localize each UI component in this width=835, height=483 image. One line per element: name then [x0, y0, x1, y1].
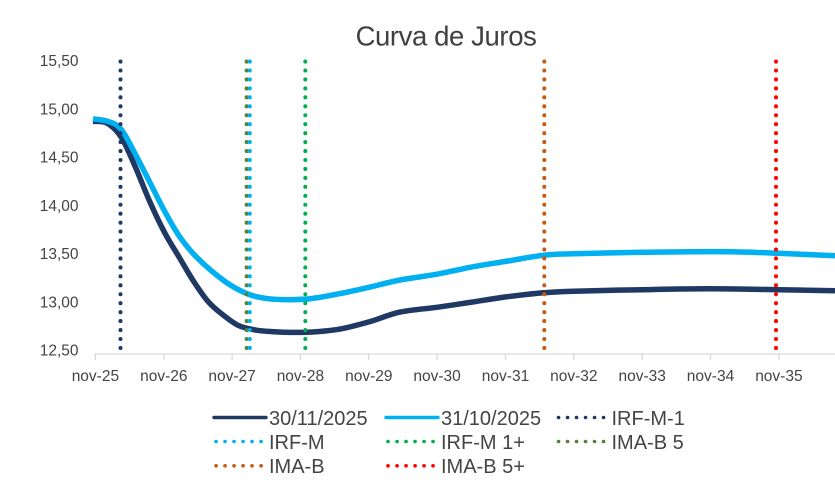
svg-text:14,00: 14,00 — [40, 198, 79, 215]
svg-text:nov-33: nov-33 — [618, 368, 665, 385]
svg-text:IMA-B 5+: IMA-B 5+ — [441, 456, 525, 478]
svg-text:13,00: 13,00 — [40, 294, 79, 311]
svg-text:12,50: 12,50 — [40, 343, 79, 360]
svg-text:14,50: 14,50 — [40, 150, 79, 167]
svg-text:nov-27: nov-27 — [208, 368, 255, 385]
svg-text:15,50: 15,50 — [40, 53, 79, 70]
svg-text:IMA-B: IMA-B — [269, 456, 325, 478]
svg-text:IRF-M-1: IRF-M-1 — [612, 408, 685, 430]
svg-text:nov-34: nov-34 — [687, 368, 735, 385]
svg-text:31/10/2025: 31/10/2025 — [441, 408, 541, 430]
svg-text:nov-31: nov-31 — [482, 368, 529, 385]
svg-text:nov-32: nov-32 — [550, 368, 597, 385]
svg-text:15,00: 15,00 — [40, 101, 79, 118]
svg-text:Curva de Juros: Curva de Juros — [356, 21, 537, 52]
svg-text:IRF-M: IRF-M — [269, 432, 325, 454]
svg-text:nov-26: nov-26 — [140, 368, 187, 385]
svg-text:30/11/2025: 30/11/2025 — [269, 408, 368, 430]
svg-text:nov-29: nov-29 — [345, 368, 392, 385]
svg-text:nov-25: nov-25 — [72, 368, 119, 385]
svg-text:nov-35: nov-35 — [755, 368, 802, 385]
svg-text:nov-30: nov-30 — [413, 368, 461, 385]
svg-text:IMA-B 5: IMA-B 5 — [612, 432, 684, 454]
svg-text:nov-28: nov-28 — [277, 368, 324, 385]
svg-text:IRF-M 1+: IRF-M 1+ — [441, 432, 525, 454]
svg-text:13,50: 13,50 — [40, 246, 79, 263]
